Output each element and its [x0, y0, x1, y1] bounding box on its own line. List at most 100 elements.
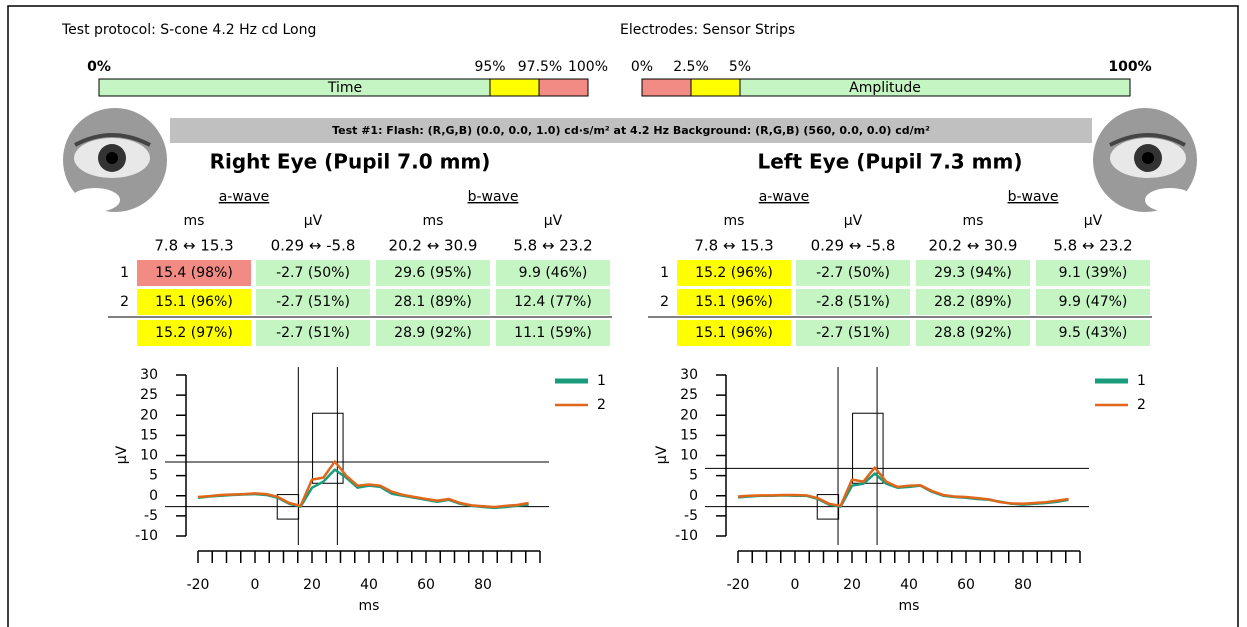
cell-bg	[1036, 320, 1150, 346]
cell: 15.1 (96%)	[695, 325, 773, 341]
cell: 28.2 (89%)	[934, 294, 1012, 310]
unit: ms	[184, 213, 205, 229]
bar-segment	[489, 78, 540, 97]
wave-group: b-wave	[468, 189, 519, 205]
bar-tick: 0%	[631, 59, 653, 75]
y-tick-label: 20	[680, 407, 698, 423]
cell: 9.5 (43%)	[1059, 325, 1128, 341]
normal-range: 7.8 ↔ 15.3	[154, 237, 233, 255]
y-tick-label: 15	[680, 427, 698, 443]
series-line	[737, 466, 1069, 508]
cell-bg	[677, 289, 791, 315]
y-tick-label: 25	[680, 387, 698, 403]
x-tick-label: 0	[791, 577, 800, 593]
cell-bg	[1036, 260, 1150, 286]
cell: 15.4 (98%)	[155, 265, 233, 281]
cell: -2.7 (51%)	[276, 325, 350, 341]
normal-range: 5.8 ↔ 23.2	[513, 237, 592, 255]
y-tick-label: 20	[140, 407, 158, 423]
x-axis-label: ms	[899, 598, 920, 614]
series-line	[197, 468, 529, 510]
y-tick-label: 5	[149, 468, 158, 484]
unit: ms	[423, 213, 444, 229]
x-tick-label: 40	[900, 577, 918, 593]
cell-bg	[496, 320, 610, 346]
bar-label: Time	[327, 80, 362, 96]
cell-bg	[1036, 289, 1150, 315]
unit: μV	[544, 213, 563, 229]
x-tick-label: 60	[417, 577, 435, 593]
cell: 9.9 (46%)	[519, 265, 588, 281]
cell: 28.8 (92%)	[934, 325, 1012, 341]
legend-label: 2	[597, 397, 606, 413]
y-tick-label: 30	[680, 367, 698, 383]
bar-tick: 95%	[474, 59, 505, 75]
cell: 15.2 (96%)	[695, 265, 773, 281]
eye-photo	[1093, 108, 1197, 212]
y-tick-label: 15	[140, 427, 158, 443]
cell-bg	[916, 260, 1030, 286]
cell-bg	[796, 289, 910, 315]
bar-segment	[538, 78, 589, 97]
cell: -2.7 (50%)	[816, 265, 890, 281]
wave-group: a-wave	[759, 189, 810, 205]
cell-bg	[376, 320, 490, 346]
bar-segment	[98, 78, 491, 97]
normal-range: 7.8 ↔ 15.3	[694, 237, 773, 255]
cell: -2.7 (50%)	[276, 265, 350, 281]
legend-label: 1	[1137, 373, 1146, 389]
cell-bg	[496, 260, 610, 286]
series-line	[197, 460, 529, 509]
x-tick-label: 60	[957, 577, 975, 593]
wave-group: b-wave	[1008, 189, 1059, 205]
unit: μV	[844, 213, 863, 229]
row-label: 2	[120, 294, 129, 310]
unit: μV	[304, 213, 323, 229]
wave-group: a-wave	[219, 189, 270, 205]
cell-bg	[916, 289, 1030, 315]
cell-bg	[376, 289, 490, 315]
legend-label: 1	[597, 373, 606, 389]
y-tick-label: 0	[689, 488, 698, 504]
banner-bg	[170, 118, 1092, 143]
y-tick-label: 25	[140, 387, 158, 403]
x-tick-label: 20	[843, 577, 861, 593]
x-tick-label: 0	[251, 577, 260, 593]
y-tick-label: 10	[680, 448, 698, 464]
x-tick-label: -20	[727, 577, 750, 593]
cell: 12.4 (77%)	[514, 294, 592, 310]
cell-bg	[137, 260, 251, 286]
x-tick-label: -20	[187, 577, 210, 593]
protocol: Test protocol: S-cone 4.2 Hz cd Long	[61, 22, 316, 38]
cell-bg	[677, 320, 791, 346]
cell: 11.1 (59%)	[514, 325, 592, 341]
cell: 29.6 (95%)	[394, 265, 472, 281]
cell: 29.3 (94%)	[934, 265, 1012, 281]
cell-bg	[256, 289, 370, 315]
bar-label: Amplitude	[849, 80, 921, 96]
row-label: 2	[660, 294, 669, 310]
normal-range: 20.2 ↔ 30.9	[929, 237, 1018, 255]
unit: ms	[963, 213, 984, 229]
cell-bg	[137, 289, 251, 315]
cell: -2.8 (51%)	[816, 294, 890, 310]
bar-tick: 2.5%	[673, 59, 709, 75]
normal-range: 20.2 ↔ 30.9	[389, 237, 478, 255]
x-tick-label: 80	[474, 577, 492, 593]
y-tick-label: 10	[140, 448, 158, 464]
bar-segment	[641, 78, 692, 97]
cell-bg	[137, 320, 251, 346]
unit: μV	[1084, 213, 1103, 229]
x-axis-label: ms	[359, 598, 380, 614]
cell: -2.7 (51%)	[816, 325, 890, 341]
eye-photo	[63, 108, 167, 212]
bar-tick: 100%	[1108, 59, 1151, 75]
normal-box	[852, 412, 884, 484]
y-tick-label: 0	[149, 488, 158, 504]
normal-range: 5.8 ↔ 23.2	[1053, 237, 1132, 255]
test-banner: Test #1: Flash: (R,G,B) (0.0, 0.0, 1.0) …	[332, 124, 930, 137]
cell: 15.1 (96%)	[695, 294, 773, 310]
x-tick-label: 40	[360, 577, 378, 593]
cell-bg	[376, 260, 490, 286]
